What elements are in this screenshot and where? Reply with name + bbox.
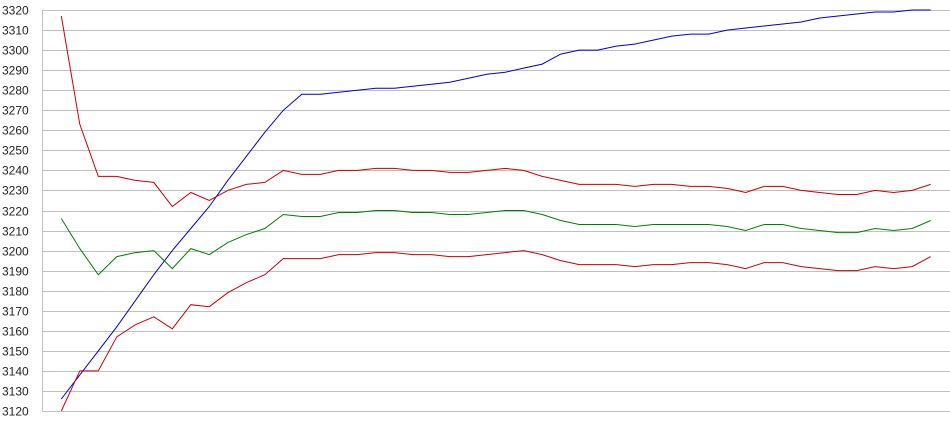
y-tick-label: 3270: [2, 104, 29, 118]
y-tick-label: 3200: [2, 245, 29, 259]
y-tick-label: 3190: [2, 265, 29, 279]
y-tick-label: 3180: [2, 285, 29, 299]
y-axis-tick-labels: 3120 3130 3140 3150 3160 3170 3180 3190 3200 3210…: [2, 4, 29, 419]
y-tick-label: 3220: [2, 205, 29, 219]
series-line-green: [60, 210, 931, 276]
series-line-red-lower: [60, 250, 931, 412]
y-tick-label: 3140: [2, 365, 29, 379]
y-tick-label: 3210: [2, 225, 29, 239]
y-tick-label: 3240: [2, 164, 29, 178]
y-tick-label: 3160: [2, 325, 29, 339]
series-line-red-upper: [60, 15, 931, 208]
y-tick-label: 3290: [2, 64, 29, 78]
series-lines: [60, 9, 931, 412]
y-tick-label: 3150: [2, 345, 29, 359]
y-tick-label: 3170: [2, 305, 29, 319]
series-line-blue: [60, 9, 931, 400]
y-tick-label: 3280: [2, 84, 29, 98]
y-tick-label: 3130: [2, 385, 29, 399]
y-tick-label: 3310: [2, 24, 29, 38]
gridlines: [42, 10, 950, 412]
y-tick-label: 3320: [2, 4, 29, 18]
y-tick-label: 3260: [2, 124, 29, 138]
y-tick-label: 3250: [2, 144, 29, 158]
y-tick-label: 3120: [2, 405, 29, 419]
y-tick-label: 3300: [2, 44, 29, 58]
y-tick-label: 3230: [2, 184, 29, 198]
